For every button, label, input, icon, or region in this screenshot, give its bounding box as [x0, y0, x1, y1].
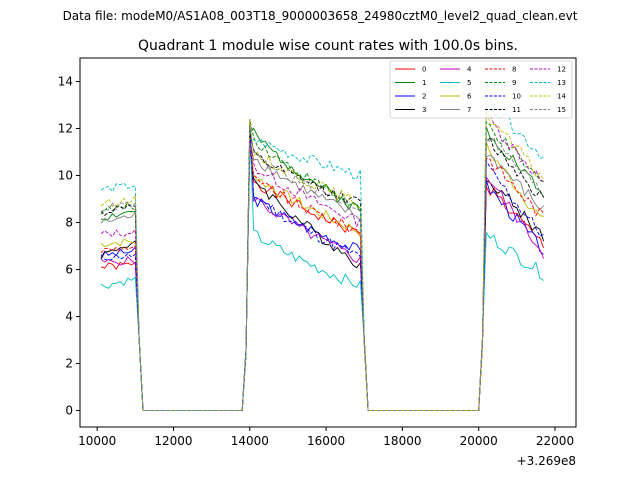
x-offset-label: +3.269e8 [517, 454, 576, 468]
legend-label-9: 9 [512, 79, 516, 87]
legend-label-15: 15 [557, 106, 566, 114]
y-tick-label: 10 [58, 169, 73, 183]
y-tick-label: 14 [58, 75, 73, 89]
legend-label-8: 8 [512, 66, 516, 74]
legend-label-4: 4 [467, 66, 472, 74]
series-line-15 [100, 126, 544, 411]
x-tick-label: 14000 [231, 434, 269, 448]
chart-title: Quadrant 1 module wise count rates with … [138, 38, 518, 54]
plot-frame [79, 57, 577, 428]
legend-label-6: 6 [467, 93, 472, 101]
figure-suptitle: Data file: modeM0/AS1A08_003T18_90000036… [63, 9, 578, 23]
plot-lines [100, 97, 545, 411]
x-tick-label: 16000 [307, 434, 345, 448]
x-tick-label: 18000 [383, 434, 421, 448]
x-tick-label: 20000 [460, 434, 498, 448]
x-tick-label: 12000 [154, 434, 192, 448]
x-axis: 10000 12000 14000 16000 18000 20000 22000 [78, 427, 574, 448]
y-tick-label: 6 [65, 263, 73, 277]
y-tick-label: 4 [65, 310, 73, 324]
x-tick-label: 22000 [536, 434, 574, 448]
y-axis: 0 2 4 6 8 10 12 14 [58, 75, 80, 418]
y-tick-label: 12 [58, 122, 73, 136]
legend-label-10: 10 [512, 93, 521, 101]
legend-box [389, 60, 573, 119]
legend-label-7: 7 [467, 106, 471, 114]
legend-label-12: 12 [557, 66, 566, 74]
legend-label-0: 0 [422, 66, 426, 74]
legend-label-11: 11 [512, 106, 521, 114]
legend-label-2: 2 [422, 93, 426, 101]
legend-label-3: 3 [422, 106, 426, 114]
legend-label-13: 13 [557, 79, 566, 87]
y-tick-label: 2 [65, 357, 73, 371]
y-tick-label: 8 [65, 216, 73, 230]
legend-label-5: 5 [467, 79, 471, 87]
x-tick-label: 10000 [78, 434, 116, 448]
legend-label-14: 14 [557, 93, 566, 101]
y-tick-label: 0 [65, 404, 73, 418]
legend-label-1: 1 [422, 79, 426, 87]
